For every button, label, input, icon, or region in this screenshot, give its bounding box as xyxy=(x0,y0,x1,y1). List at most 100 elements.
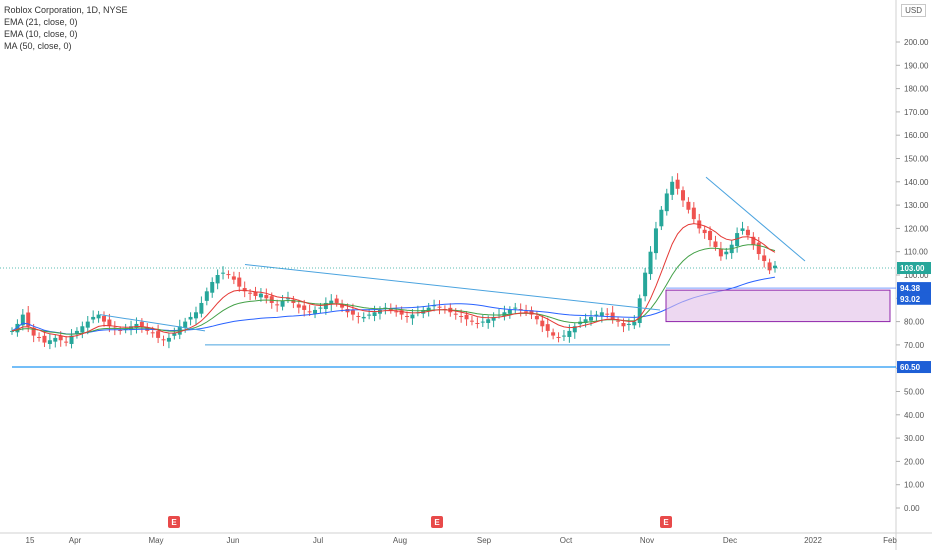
candle-body xyxy=(275,304,280,306)
candle-body xyxy=(681,190,686,201)
candle-body xyxy=(356,316,361,318)
candle-body xyxy=(572,326,577,333)
candle-body xyxy=(524,311,529,313)
x-tick-label: 15 xyxy=(26,536,35,545)
candle-body xyxy=(399,310,404,315)
candle-body xyxy=(480,321,485,323)
candle-body xyxy=(616,320,621,322)
candle-body xyxy=(745,229,750,236)
currency-badge[interactable]: USD xyxy=(901,4,926,17)
candle-body xyxy=(134,323,139,328)
earnings-label: E xyxy=(171,518,177,527)
candle-body xyxy=(231,276,236,280)
candle-body xyxy=(675,179,680,189)
candle-body xyxy=(735,233,740,247)
candle-body xyxy=(486,319,491,323)
resistance-trendline xyxy=(244,264,661,311)
candle-body xyxy=(605,313,610,315)
earnings-label: E xyxy=(663,518,669,527)
price-label-bg xyxy=(897,262,931,275)
candle-body xyxy=(350,310,355,315)
candle-body xyxy=(242,288,247,292)
candle-body xyxy=(139,321,144,327)
x-tick-label: Feb xyxy=(883,536,897,545)
candle-body xyxy=(708,230,713,241)
candle-body xyxy=(437,306,442,308)
candle-body xyxy=(637,298,642,323)
candle-body xyxy=(318,307,323,309)
candle-body xyxy=(334,298,339,303)
candle-body xyxy=(556,336,561,338)
y-tick-label: 120.00 xyxy=(904,224,929,233)
candle-body xyxy=(80,326,85,333)
candle-body xyxy=(367,314,372,316)
candle-body xyxy=(64,341,69,343)
candle-body xyxy=(529,310,534,315)
candle-body xyxy=(345,309,350,313)
candle-body xyxy=(188,316,193,320)
x-tick-label: May xyxy=(148,536,163,545)
candle-body xyxy=(221,272,226,274)
candle-body xyxy=(762,255,767,262)
earnings-marker xyxy=(660,516,672,528)
candle-body xyxy=(156,331,161,338)
candle-body xyxy=(269,296,274,303)
candle-body xyxy=(648,251,653,275)
y-tick-label: 80.00 xyxy=(904,318,925,327)
x-tick-label: Jul xyxy=(313,536,323,545)
candle-body xyxy=(751,236,756,245)
y-tick-label: 70.00 xyxy=(904,341,925,350)
candle-body xyxy=(193,312,198,319)
y-tick-label: 40.00 xyxy=(904,411,925,420)
y-tick-label: 100.00 xyxy=(904,271,929,280)
candle-body xyxy=(166,337,171,342)
earnings-marker xyxy=(431,516,443,528)
price-label-bg xyxy=(897,361,931,374)
candle-body xyxy=(199,302,204,314)
candle-body xyxy=(248,292,253,294)
candle-body xyxy=(210,281,215,293)
candle-body xyxy=(313,309,318,314)
candle-body xyxy=(643,272,648,297)
candle-body xyxy=(329,300,334,305)
candle-body xyxy=(502,312,507,317)
candle-body xyxy=(37,336,42,338)
candle-body xyxy=(96,314,101,319)
candle-body xyxy=(101,316,106,322)
candle-body xyxy=(626,323,631,325)
candle-body xyxy=(583,319,588,323)
candle-body xyxy=(653,228,658,254)
y-tick-label: 150.00 xyxy=(904,155,929,164)
candle-body xyxy=(285,298,290,300)
y-tick-label: 110.00 xyxy=(904,248,928,257)
candle-body xyxy=(31,327,36,336)
candle-body xyxy=(670,181,675,195)
candle-body xyxy=(258,293,263,298)
x-tick-label: Sep xyxy=(477,536,492,545)
candle-body xyxy=(226,274,231,276)
x-tick-label: Aug xyxy=(393,536,407,545)
ma50-line xyxy=(11,276,776,335)
y-tick-label: 20.00 xyxy=(904,457,925,466)
chart-legend: Roblox Corporation, 1D, NYSE EMA (21, cl… xyxy=(4,4,128,52)
y-tick-label: 200.00 xyxy=(904,38,929,47)
candle-body xyxy=(410,314,415,319)
lower-trendline xyxy=(99,314,206,332)
candle-body xyxy=(264,295,269,299)
x-tick-label: Nov xyxy=(640,536,654,545)
candle-body xyxy=(724,251,729,255)
candle-body xyxy=(291,299,296,303)
y-tick-label: 0.00 xyxy=(904,504,920,513)
y-tick-label: 180.00 xyxy=(904,85,929,94)
price-label: 94.38 xyxy=(900,284,921,293)
candle-body xyxy=(26,312,31,327)
x-tick-label: Dec xyxy=(723,536,737,545)
candle-body xyxy=(464,314,469,320)
candle-body xyxy=(15,323,20,333)
candle-body xyxy=(459,316,464,318)
candle-body xyxy=(475,322,480,324)
price-label-bg xyxy=(897,292,931,305)
candle-body xyxy=(491,316,496,321)
candle-body xyxy=(664,193,669,212)
